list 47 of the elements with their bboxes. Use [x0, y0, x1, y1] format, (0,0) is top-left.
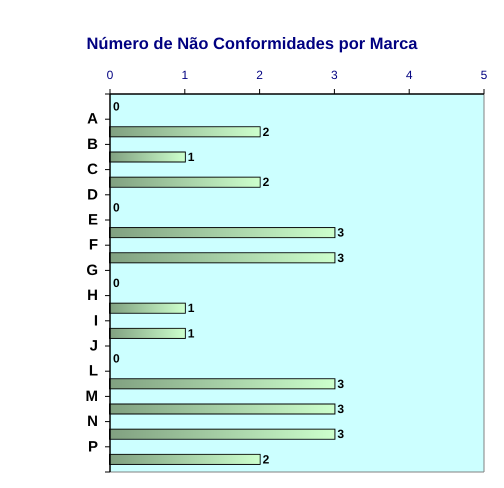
- data-label: 1: [188, 150, 195, 164]
- y-tick-label: I: [94, 312, 98, 330]
- data-label: 1: [188, 301, 195, 316]
- data-label: 3: [337, 376, 344, 391]
- bar: [110, 454, 260, 464]
- data-label: 3: [337, 250, 344, 265]
- x-tick-label: 4: [406, 68, 413, 82]
- data-label: 3: [337, 402, 344, 416]
- bar: [110, 404, 334, 414]
- y-tick-label: F: [88, 236, 98, 254]
- data-label: 0: [113, 200, 120, 214]
- y-tick-label: E: [88, 212, 98, 228]
- chart-title: Número de Não Conformidades por Marca: [86, 35, 418, 53]
- bar: [110, 328, 185, 338]
- bar: [110, 430, 334, 439]
- y-tick-label: H: [87, 287, 98, 304]
- x-tick-label: 5: [480, 68, 488, 82]
- data-label: 2: [262, 452, 270, 466]
- bar: [110, 304, 185, 313]
- x-tick-label: 0: [106, 68, 114, 82]
- y-tick-label: P: [88, 438, 98, 456]
- x-tick-label: 1: [181, 68, 188, 82]
- bar: [110, 228, 334, 238]
- bar: [110, 379, 334, 388]
- y-tick-label: G: [86, 262, 98, 279]
- y-tick-label: N: [87, 413, 98, 430]
- y-tick-label: J: [90, 338, 98, 354]
- x-tick-label: 2: [256, 68, 264, 82]
- y-tick-label: L: [88, 362, 98, 380]
- y-tick-label: A: [87, 110, 98, 128]
- data-label: 0: [113, 276, 120, 290]
- y-tick-label: B: [87, 136, 98, 153]
- bar: [110, 127, 260, 136]
- bar: [110, 178, 260, 187]
- bar: [110, 253, 334, 262]
- data-label: 2: [262, 175, 270, 190]
- x-tick-label: 3: [331, 68, 338, 82]
- data-label: 1: [188, 326, 195, 340]
- data-label: 0: [113, 100, 120, 114]
- data-label: 2: [262, 124, 270, 139]
- y-tick-label: C: [87, 161, 98, 178]
- data-label: 0: [113, 352, 120, 366]
- y-tick-label: M: [86, 388, 98, 405]
- y-tick-label: D: [87, 186, 98, 204]
- bar: [110, 152, 185, 162]
- data-label: 3: [337, 427, 344, 442]
- data-label: 3: [337, 226, 344, 240]
